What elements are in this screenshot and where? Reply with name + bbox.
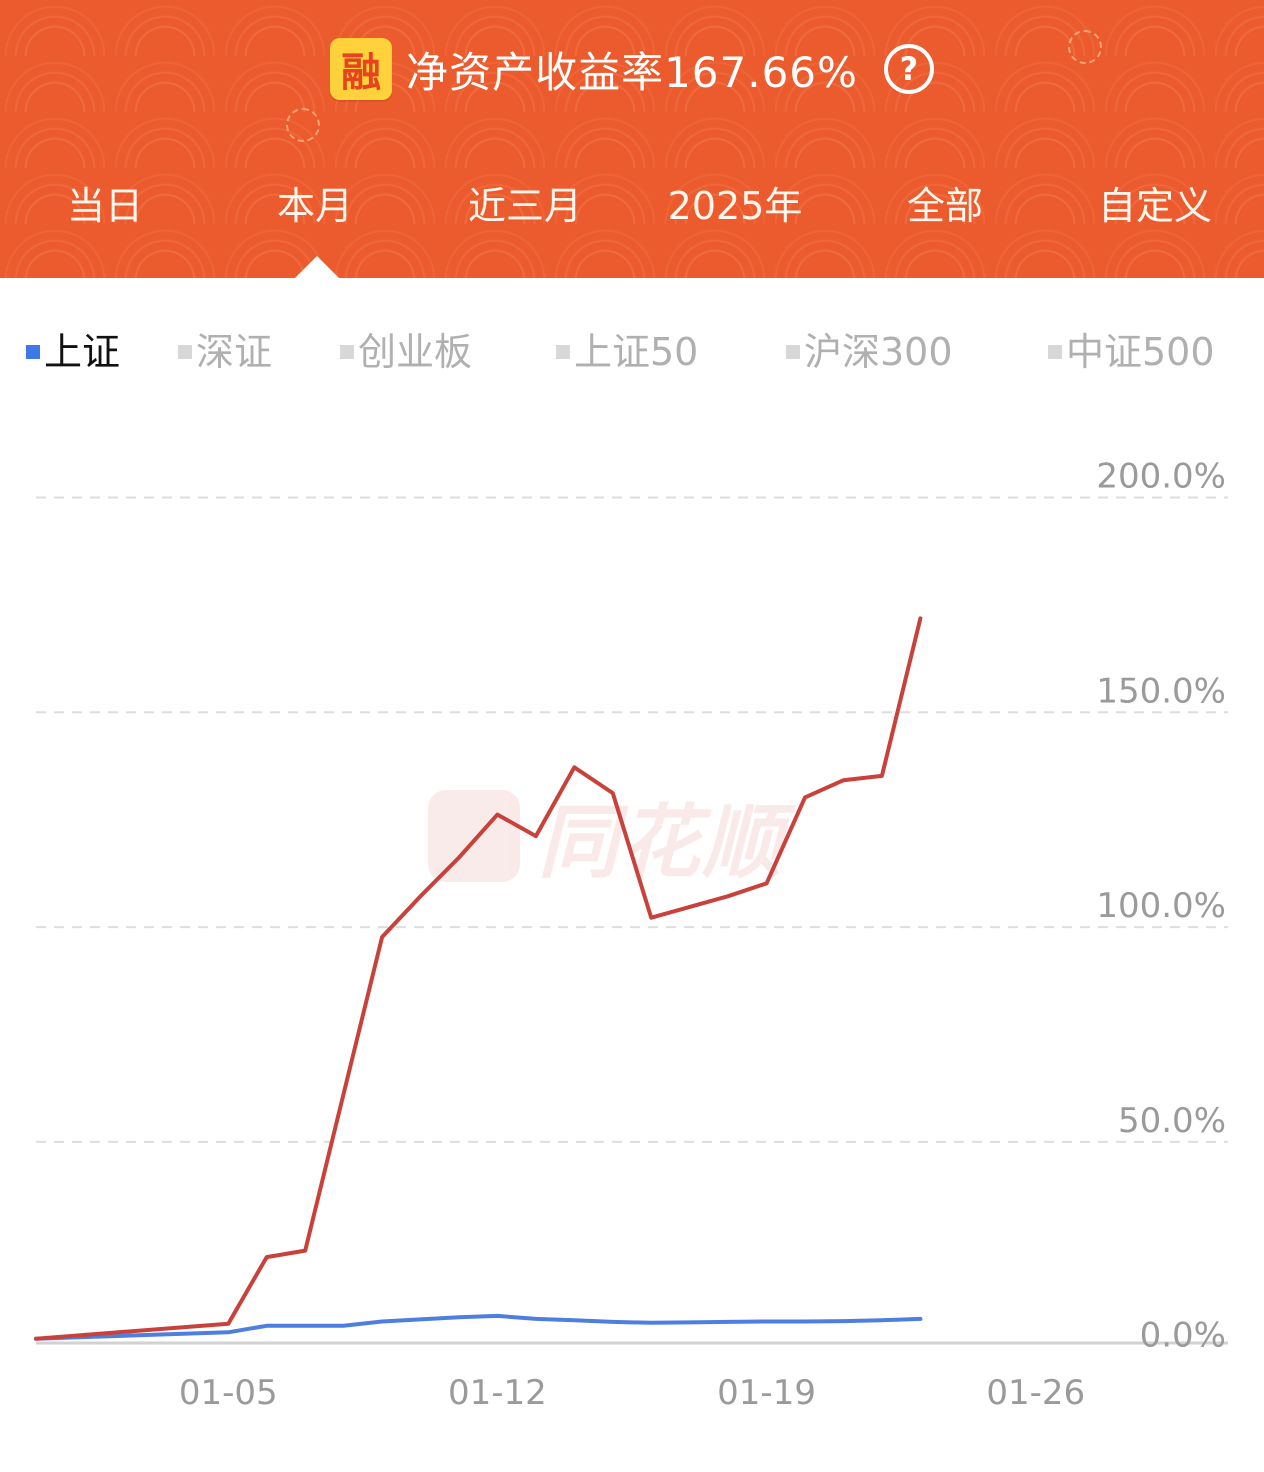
- index-label: 中证500: [1066, 330, 1215, 374]
- y-tick-label: 100.0%: [1096, 886, 1226, 926]
- legend-marker: [1048, 345, 1062, 359]
- margin-badge-icon: 融: [330, 38, 393, 100]
- grid-lines: [36, 496, 1228, 1345]
- legend-marker: [26, 345, 40, 359]
- x-tick-label: 01-12: [448, 1373, 547, 1413]
- series-lines: [34, 616, 923, 1341]
- tab-all[interactable]: 全部: [906, 184, 984, 228]
- index-label: 深证: [196, 330, 273, 374]
- index-label: 创业板: [358, 330, 473, 374]
- index-csi300[interactable]: 沪深300: [786, 322, 953, 382]
- y-tick-label: 200.0%: [1096, 456, 1226, 496]
- index-return-line: [34, 1313, 923, 1341]
- x-tick-label: 01-19: [717, 1373, 816, 1413]
- period-tabs: 当日 本月 近三月 2025年 全部 自定义: [0, 176, 1264, 240]
- legend-marker: [556, 345, 570, 359]
- index-label: 上证50: [574, 330, 699, 374]
- x-axis-ticks: 01-05 01-12 01-19 01-26: [179, 1373, 1085, 1413]
- index-shenzhen[interactable]: 深证: [178, 322, 272, 382]
- tab-today[interactable]: 当日: [66, 184, 144, 228]
- y-tick-label: 50.0%: [1118, 1101, 1226, 1141]
- y-axis-ticks: 0.0% 50.0% 100.0% 150.0% 200.0%: [1096, 456, 1226, 1355]
- y-tick-label: 150.0%: [1096, 671, 1226, 711]
- legend-marker: [786, 345, 800, 359]
- index-csi500[interactable]: 中证500: [1048, 322, 1215, 382]
- index-chinext[interactable]: 创业板: [340, 322, 472, 382]
- brand-logo-icon: [428, 790, 520, 882]
- question-circle-icon[interactable]: ?: [883, 44, 934, 94]
- watermark: 同花顺: [428, 778, 784, 894]
- index-selector: 上证 深证 创业板 上证50 沪深300 中证500: [0, 322, 1264, 382]
- title-row: 融 净资产收益率167.66% ?: [0, 32, 1264, 106]
- header-banner: 融 净资产收益率167.66% ? 当日 本月 近三月 2025年 全部 自定义: [0, 0, 1264, 278]
- tab-last-three-months[interactable]: 近三月: [467, 184, 583, 228]
- tab-this-month[interactable]: 本月: [276, 184, 354, 228]
- sparkle-decoration-icon: [1068, 30, 1102, 64]
- y-tick-label: 0.0%: [1140, 1316, 1226, 1356]
- watermark-text: 同花顺: [538, 796, 784, 889]
- index-label: 沪深300: [804, 330, 953, 374]
- tab-custom[interactable]: 自定义: [1097, 184, 1213, 228]
- roe-title: 净资产收益率167.66%: [406, 47, 858, 97]
- index-shanghai[interactable]: 上证: [26, 322, 120, 382]
- legend-marker: [340, 345, 354, 359]
- x-tick-label: 01-26: [986, 1373, 1085, 1413]
- index-sse50[interactable]: 上证50: [556, 322, 698, 382]
- portfolio-return-line: [34, 616, 923, 1341]
- index-label: 上证: [44, 330, 121, 374]
- legend-marker: [178, 345, 192, 359]
- sparkle-decoration-icon: [286, 108, 320, 142]
- tab-year-2025[interactable]: 2025年: [667, 184, 803, 228]
- selected-tab-pointer: [295, 256, 339, 278]
- x-tick-label: 01-05: [179, 1373, 278, 1413]
